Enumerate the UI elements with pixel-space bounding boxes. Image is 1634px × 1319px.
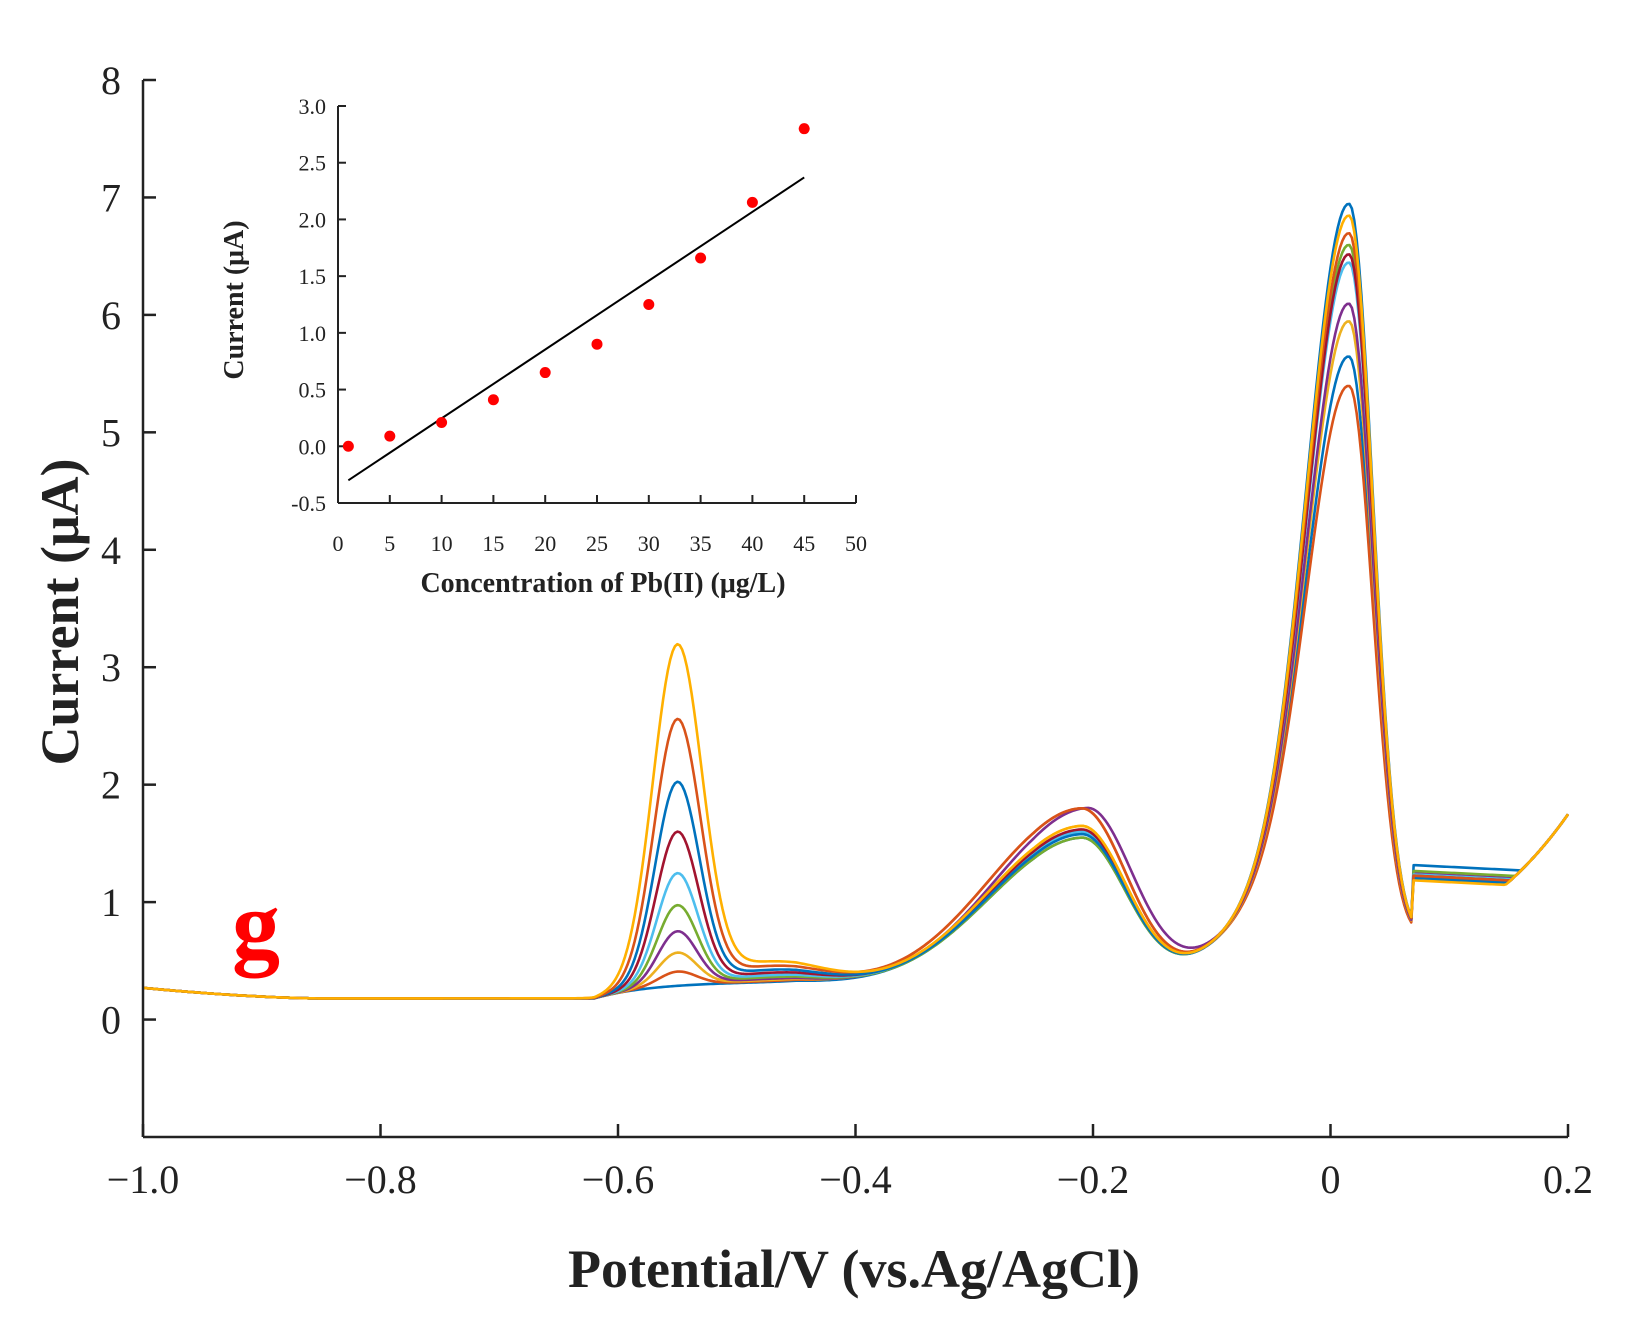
main-y-tick-label: 7 [101, 175, 121, 220]
inset-y-tick-label: 1.0 [299, 321, 327, 346]
inset-ticks: 0 5 10 15 20 25 30 35 40 45 50 -0.5 0.0 0.5 1.0 1.5 2.0 2… [291, 94, 867, 556]
voltammogram-curve-5 [142, 243, 1570, 1000]
main-y-tick-label: 4 [101, 528, 121, 573]
inset-x-tick-label: 5 [384, 531, 395, 556]
voltammogram-curve-4 [142, 302, 1570, 1000]
main-x-tick-label: −0.8 [344, 1157, 417, 1202]
inset-data-point [539, 367, 551, 379]
inset-x-tick-label: 15 [482, 531, 504, 556]
inset-x-tick-label: 20 [534, 531, 556, 556]
main-y-tick-label: 2 [101, 763, 121, 808]
inset-data-point [384, 430, 396, 442]
main-y-axis-label: Current (μA) [30, 458, 90, 765]
inset-x-tick-label: 25 [586, 531, 608, 556]
main-curves [142, 202, 1570, 1000]
voltammogram-curve-10 [142, 214, 1570, 1000]
inset-x-tick-label: 35 [690, 531, 712, 556]
main-x-tick-label: −0.2 [1057, 1157, 1130, 1202]
inset-fit-line [347, 176, 805, 482]
inset-y-tick-label: 2.5 [299, 151, 327, 176]
main-y-tick-label: 0 [101, 998, 121, 1043]
main-x-tick-label: −0.4 [819, 1157, 892, 1202]
inset-x-tick-label: 50 [845, 531, 867, 556]
inset-axes [337, 106, 856, 504]
main-y-tick-label: 3 [101, 645, 121, 690]
voltammogram-curve-1 [142, 355, 1570, 1000]
main-x-tick-label: 0 [1321, 1157, 1341, 1202]
inset-data-point [695, 252, 707, 264]
main-x-axis-label: Potential/V (vs.Ag/AgCl) [568, 1239, 1140, 1299]
inset-x-tick-label: 30 [638, 531, 660, 556]
inset-data-point [746, 196, 758, 208]
inset-y-tick-label: 1.5 [299, 264, 327, 289]
inset-y-tick-label: 3.0 [299, 94, 327, 119]
inset-x-tick-label: 40 [741, 531, 763, 556]
main-y-tick-label: 6 [101, 293, 121, 338]
inset-data-point [342, 440, 354, 452]
inset-y-tick-label: 2.0 [299, 207, 327, 232]
main-x-tick-label: 0.2 [1543, 1157, 1593, 1202]
inset-data-point [798, 123, 810, 135]
voltammogram-curve-3 [142, 320, 1570, 1000]
main-x-tick-label: −0.6 [582, 1157, 655, 1202]
main-y-tick-label: 8 [101, 58, 121, 103]
inset-points [342, 123, 810, 452]
main-y-tick-label: 5 [101, 410, 121, 455]
inset-x-tick-label: 10 [431, 531, 453, 556]
inset-data-point [643, 299, 655, 310]
inset-chart: 0 5 10 15 20 25 30 35 40 45 50 -0.5 0.0 0.5 1.0 1.5 2.0 2… [219, 94, 867, 599]
voltammogram-curve-9 [142, 232, 1570, 1000]
panel-label: g [232, 871, 280, 978]
inset-x-axis-label: Concentration of Pb(II) (μg/L) [420, 568, 785, 599]
inset-y-tick-label: 0.5 [299, 378, 327, 403]
inset-x-tick-label: 45 [793, 531, 815, 556]
inset-y-tick-label: -0.5 [291, 491, 326, 516]
inset-data-point [436, 416, 448, 428]
inset-data-point [591, 338, 603, 350]
inset-y-axis-label: Current (μA) [219, 220, 250, 379]
inset-data-point [487, 394, 499, 406]
inset-y-tick-label: 0.0 [299, 434, 327, 459]
inset-linear-fit [347, 176, 805, 482]
inset-x-tick-label: 0 [333, 531, 344, 556]
voltammogram-curve-2 [142, 384, 1570, 1000]
main-x-tick-label: −1.0 [107, 1157, 180, 1202]
main-y-tick-label: 1 [101, 880, 121, 925]
